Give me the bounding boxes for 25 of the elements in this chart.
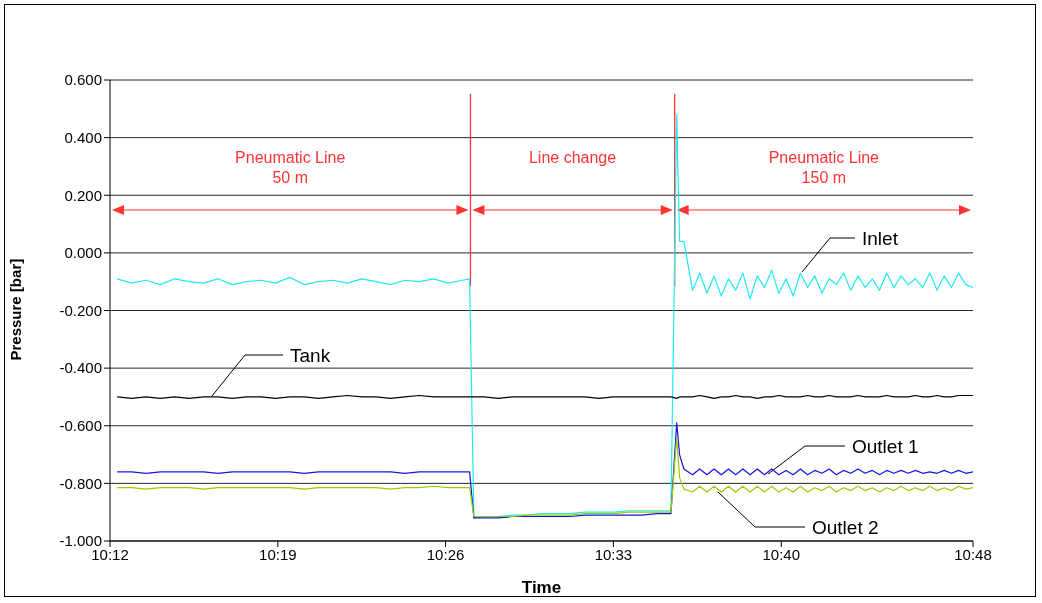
y-axis-title: Pressure [bar] (7, 258, 25, 361)
y-tick-label: 0.400 (64, 128, 102, 146)
x-tick-label: 10:48 (954, 545, 992, 563)
x-tick-label: 10:33 (594, 545, 633, 563)
line-series (116, 422, 973, 519)
line-series (116, 113, 973, 519)
y-tick-label: 0.600 (64, 71, 102, 89)
series-label: Tank (290, 345, 331, 366)
annotation: Pneumatic Line 150 m (768, 149, 880, 186)
x-tick-label: 10:26 (426, 545, 465, 563)
annotation: Pneumatic Line 50 m (235, 149, 346, 186)
annotation: Line change (528, 149, 617, 166)
series-label: Inlet (862, 228, 899, 249)
line-series (116, 436, 973, 518)
series-label: Outlet 2 (812, 517, 879, 538)
series-label: Outlet 1 (852, 436, 919, 457)
x-tick-label: 10:40 (762, 545, 801, 563)
y-tick-label: 0.200 (64, 186, 102, 204)
x-axis-title: Time (521, 578, 562, 597)
y-tick-label: -0.800 (59, 474, 102, 492)
x-tick-label: 10:19 (259, 545, 297, 563)
y-tick-label: -0.600 (59, 417, 102, 435)
y-tick-label: 0.000 (64, 244, 102, 262)
y-tick-label: -0.200 (59, 301, 102, 319)
y-tick-label: -0.400 (59, 359, 102, 377)
